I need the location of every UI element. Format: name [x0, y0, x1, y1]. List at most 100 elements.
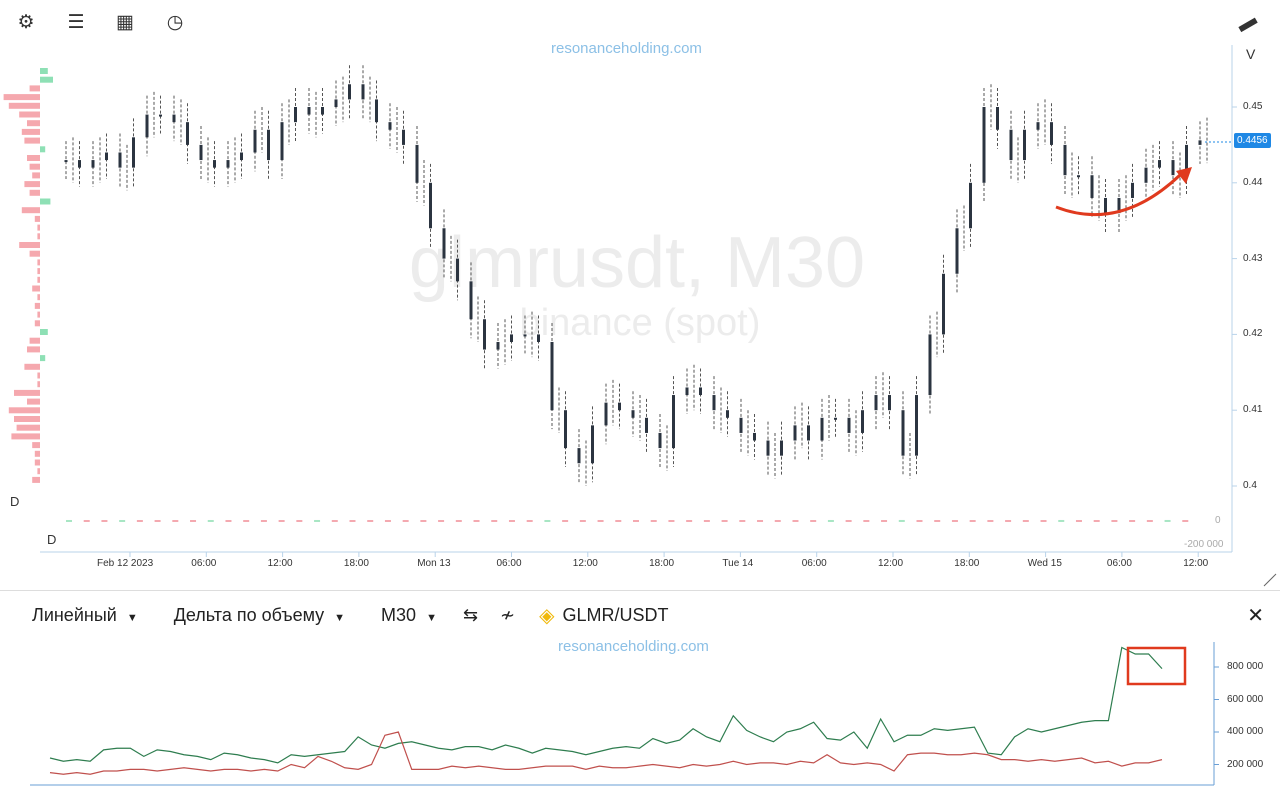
time-tick-label: 12:00 — [1183, 558, 1209, 569]
delta-bar — [1022, 520, 1029, 522]
price-tick-label: 0.41 — [1243, 404, 1263, 416]
volume-profile-bar — [37, 259, 40, 266]
delta-bar — [562, 520, 569, 522]
volume-profile-bar — [40, 76, 53, 83]
link-plus-icon[interactable]: ⇆ — [462, 604, 479, 625]
price-bar-body — [915, 395, 918, 456]
price-bar-body — [307, 107, 311, 115]
price-bar-body — [969, 182, 972, 229]
price-tick-label: 0.45 — [1243, 101, 1263, 112]
delta-bar — [331, 520, 338, 522]
timeframe-label: M30 — [381, 604, 417, 625]
volume-profile-bar — [32, 476, 40, 483]
price-bar-body — [388, 122, 392, 130]
delta-bar — [349, 520, 356, 522]
price-bar-body — [834, 417, 837, 420]
price-bar-body — [658, 432, 662, 449]
price-bar-body — [1171, 160, 1175, 176]
price-bar-body — [240, 152, 243, 161]
volume-profile-bar — [34, 215, 40, 222]
price-bar-body — [456, 258, 459, 282]
volume-profile-bar — [3, 94, 41, 101]
delta-bar — [703, 520, 710, 522]
price-bar-body — [982, 107, 986, 183]
delta-bar — [1129, 520, 1136, 522]
price-bar-body — [1144, 167, 1148, 183]
timeframe-dropdown[interactable]: M30 ▼ — [381, 605, 437, 626]
price-bar-body — [429, 182, 432, 229]
volume-profile-bar — [40, 146, 46, 153]
delta-bar — [420, 520, 427, 522]
delta-bar — [597, 520, 604, 522]
price-tick-label: 0.43 — [1243, 252, 1263, 264]
symbol-watermark: glmrusdt, M30 — [408, 223, 866, 303]
left-label-d: D — [47, 532, 57, 547]
volume-profile-bar — [37, 311, 40, 318]
lower-tick-label: 200 000 — [1227, 758, 1264, 770]
price-bar-body — [375, 99, 378, 123]
chart-type-dropdown[interactable]: Линейный ▼ — [32, 605, 138, 626]
price-bar-body — [510, 334, 513, 342]
volume-profile-bar — [14, 416, 40, 422]
volume-profile-bar — [37, 233, 40, 240]
price-tick-label: 0.42 — [1243, 328, 1263, 340]
price-bar-body — [523, 334, 527, 337]
delta-bar — [668, 520, 675, 522]
price-bar-body — [739, 417, 743, 433]
delta-bar — [473, 520, 480, 522]
price-bar-body — [348, 84, 351, 100]
gear-icon[interactable]: ⚙ — [17, 12, 35, 33]
delta-bar — [119, 519, 126, 522]
time-tick-label: 12:00 — [878, 558, 904, 569]
price-bar-body — [1036, 122, 1040, 130]
price-bar-body — [213, 160, 216, 168]
price-bar-body — [1117, 197, 1121, 214]
delta-bar — [190, 520, 197, 522]
delta-bar — [686, 520, 693, 522]
price-bar-body — [118, 152, 122, 168]
volume-profile-bar — [29, 85, 40, 92]
indicator-dropdown[interactable]: Дельта по объему ▼ — [174, 605, 345, 626]
price-chart[interactable] — [0, 0, 1280, 590]
delta-bar — [1111, 520, 1118, 522]
volume-profile-bar — [40, 198, 51, 205]
clock-icon[interactable]: ◷ — [166, 12, 184, 33]
volume-profile-bar — [8, 407, 41, 414]
lower-tick-label: 600 000 — [1227, 693, 1264, 705]
time-tick-label: Wed 15 — [1027, 558, 1062, 569]
price-bar-body — [159, 114, 162, 117]
price-bar-body — [564, 410, 567, 449]
delta-bar — [987, 520, 994, 522]
time-tick-label: Mon 13 — [417, 558, 451, 569]
price-bar-body — [469, 281, 473, 320]
indicator-icon[interactable]: ≁ — [500, 604, 516, 625]
volume-profile-bar — [34, 320, 40, 327]
chart-type-label: Линейный — [32, 604, 117, 625]
time-tick-label: 12:00 — [572, 558, 598, 569]
volume-profile-bar — [27, 120, 40, 127]
time-tick-label: 12:00 — [267, 558, 293, 569]
price-bar-body — [1050, 122, 1053, 145]
watermark-top: resonanceholding.com — [551, 40, 702, 57]
caret-down-icon: ▼ — [334, 611, 346, 624]
price-bar-body — [334, 99, 338, 107]
delta-bar — [508, 520, 515, 522]
price-bar-body — [1063, 144, 1067, 176]
sliders-icon[interactable]: ☰ — [67, 12, 85, 33]
volume-profile-bar — [14, 389, 40, 396]
volume-profile-bar — [40, 355, 46, 362]
volume-profile-bar — [37, 372, 40, 379]
volume-profile-bar — [19, 242, 40, 248]
price-bar-body — [672, 395, 675, 449]
delta-bar — [792, 520, 799, 522]
price-bar-body — [199, 144, 203, 161]
price-bar-body — [321, 107, 324, 115]
delta-bar — [650, 520, 657, 522]
symbol-label: GLMR/USDT — [562, 604, 669, 625]
delta-bar — [1005, 520, 1012, 522]
volume-profile-bar — [32, 172, 40, 179]
price-bar-body — [1077, 175, 1080, 178]
close-icon[interactable]: ✕ — [1247, 604, 1264, 627]
calendar-icon[interactable]: ▦ — [116, 12, 134, 33]
